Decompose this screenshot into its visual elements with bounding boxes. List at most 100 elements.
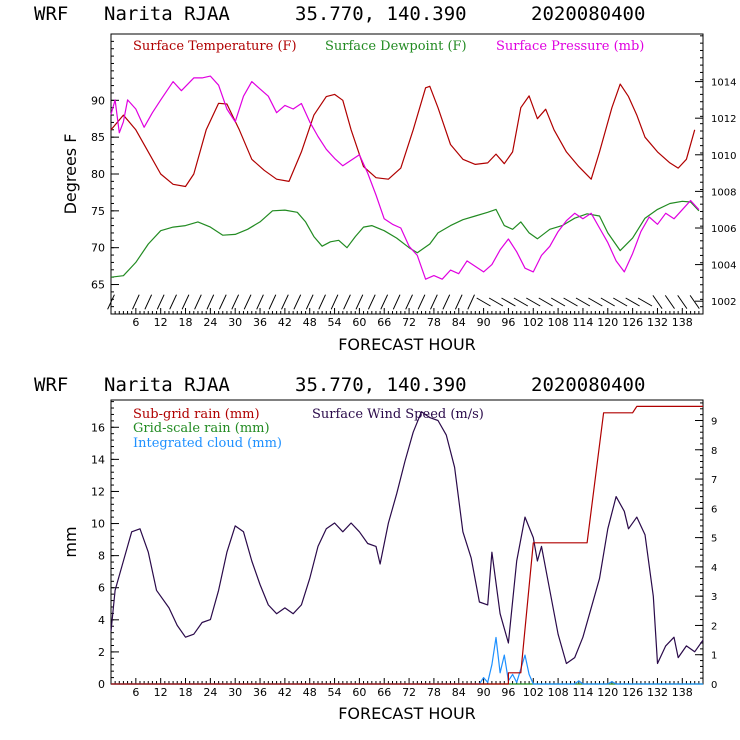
wind-barb	[156, 294, 165, 310]
wind-barb	[144, 294, 153, 310]
panel1-y2-tick-label: 1002	[711, 297, 736, 308]
wind-barb	[417, 294, 426, 310]
wind-barb	[625, 297, 640, 307]
wind-barb	[194, 294, 202, 310]
panel2-x-tick-label: 72	[402, 686, 416, 699]
wind-barb	[677, 295, 688, 309]
panel2-y-tick-label: 10	[91, 518, 105, 531]
panel2-y-tick-label: 2	[98, 646, 105, 659]
series-line-surface-dewpoint	[110, 200, 700, 278]
panel1-series	[110, 75, 700, 280]
panel2-x-tick-label: 48	[303, 686, 317, 699]
panel2-title-model: WRF	[34, 374, 68, 396]
panel2-y2-tick-label: 9	[711, 416, 717, 427]
wind-barb	[256, 294, 264, 310]
panel1-x-tick-label: 120	[597, 316, 618, 329]
wind-barb	[355, 294, 364, 310]
panel2-x-axis-label: FORECAST HOUR	[338, 704, 476, 723]
panel2-y2-tick-label: 1	[711, 651, 717, 662]
wind-barb	[231, 294, 240, 310]
wind-barb	[652, 295, 663, 309]
panel1-title-coords: 35.770, 140.390	[295, 3, 467, 25]
series-line-surface-temperature	[110, 83, 696, 188]
wind-barb	[206, 294, 215, 310]
panel2-y2-tick-label: 0	[711, 680, 717, 691]
panel2-x-tick-label: 12	[154, 686, 168, 699]
panel1-x-tick-label: 60	[352, 316, 366, 329]
panel2-x-tick-label: 54	[328, 686, 342, 699]
panel1-x-tick-label: 24	[203, 316, 217, 329]
wind-barb	[588, 297, 603, 307]
wind-barb	[243, 294, 252, 310]
panel2-y-tick-label: 16	[91, 421, 105, 434]
panel2-x-tick-label: 84	[452, 686, 466, 699]
panel1-y-tick-label: 80	[91, 168, 105, 181]
wind-barb	[563, 297, 578, 307]
panel1-y-tick-label: 90	[91, 94, 105, 107]
panel1-plot-frame	[110, 33, 704, 315]
panel2-x-tick-label: 108	[548, 686, 569, 699]
wind-barb	[664, 295, 675, 309]
wind-barb	[613, 297, 628, 307]
panel1-x-tick-label: 48	[303, 316, 317, 329]
panel2-x-tick-label: 120	[597, 686, 618, 699]
panel2-x-tick-label: 36	[253, 686, 267, 699]
panel1-y2-tick-label: 1004	[711, 261, 736, 272]
legend-integrated-cloud: Integrated cloud (mm)	[133, 436, 282, 451]
wind-barb	[405, 294, 413, 310]
panel2-y2-tick-label: 7	[711, 475, 717, 486]
wind-barb	[600, 297, 615, 307]
legend-surface-pressure: Surface Pressure (mb)	[496, 39, 644, 54]
series-line-sub-grid-rain	[111, 405, 703, 685]
panel1-title-init: 2020080400	[531, 3, 645, 25]
wind-barb	[318, 294, 326, 310]
panel2-ticks: 6 12 18 24 30 36 42 48 54 60 66 72 78 84 90 96 102 108 114…	[91, 401, 717, 699]
series-line-integrated-cloud	[111, 636, 703, 685]
panel1-title-station: Narita RJAA	[104, 3, 230, 25]
panel2-title-init: 2020080400	[531, 374, 645, 396]
panel1-y-tick-label: 75	[91, 205, 105, 218]
panel2-x-tick-label: 24	[203, 686, 217, 699]
wind-barb	[268, 294, 277, 310]
panel2-x-tick-label: 66	[377, 686, 391, 699]
panel1-x-tick-label: 72	[402, 316, 416, 329]
panel1-x-tick-label: 6	[132, 316, 139, 329]
panel2-x-tick-label: 114	[572, 686, 593, 699]
panel1-x-tick-label: 132	[647, 316, 668, 329]
panel1-y2-tick-label: 1012	[711, 114, 736, 125]
wind-barb	[169, 294, 177, 310]
panel1-y2-tick-label: 1008	[711, 187, 736, 198]
panel2-x-tick-label: 102	[523, 686, 544, 699]
panel1-x-tick-label: 18	[179, 316, 193, 329]
wind-barb	[476, 297, 491, 307]
panel2-x-tick-label: 96	[501, 686, 515, 699]
series-line-surface-wind-speed	[110, 411, 704, 665]
panel2-y-tick-label: 0	[98, 678, 105, 691]
panel1-wind-barbs	[107, 294, 700, 310]
panel1-y-axis-label: Degrees F	[61, 134, 80, 215]
wind-barb	[293, 294, 302, 310]
panel2-y-tick-label: 4	[98, 614, 105, 627]
wind-barb	[488, 297, 504, 307]
wind-barb	[513, 297, 529, 307]
panel1-y-tick-label: 85	[91, 131, 105, 144]
panel2-y-tick-label: 6	[98, 582, 105, 595]
panel1-title-model: WRF	[34, 3, 68, 25]
panel2-y2-tick-label: 4	[711, 563, 717, 574]
wind-barb	[442, 294, 451, 310]
wind-barb	[107, 294, 115, 310]
panel1-y2-tick-label: 1006	[711, 224, 736, 235]
panel2-y-tick-label: 8	[98, 550, 105, 563]
wind-barb	[392, 294, 401, 310]
wind-barb	[526, 297, 541, 307]
legend-surface-temperature: Surface Temperature (F)	[133, 39, 297, 54]
panel1-x-tick-label: 138	[672, 316, 693, 329]
legend-gridscale-rain: Grid-scale rain (mm)	[133, 421, 270, 436]
panel2-title-station: Narita RJAA	[104, 374, 230, 396]
panel1-x-tick-label: 30	[228, 316, 242, 329]
legend-subgrid-rain: Sub-grid rain (mm)	[133, 407, 260, 422]
panel1-y-tick-label: 65	[91, 279, 105, 292]
panel2-x-tick-label: 138	[672, 686, 693, 699]
wind-barb	[689, 295, 700, 309]
